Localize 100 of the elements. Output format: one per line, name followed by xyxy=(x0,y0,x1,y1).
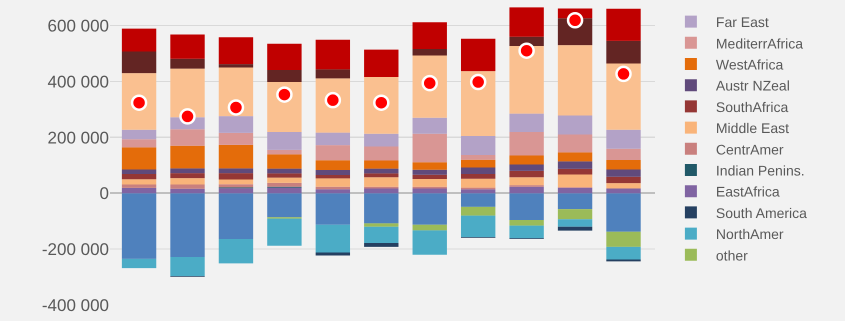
bar xyxy=(122,28,156,52)
bar xyxy=(364,173,398,178)
bar xyxy=(412,174,447,179)
bar xyxy=(412,224,447,230)
y-tick-label: 200 000 xyxy=(48,128,109,148)
bar xyxy=(170,184,205,189)
bar xyxy=(316,132,350,146)
bar xyxy=(218,173,254,180)
bar xyxy=(606,232,641,247)
bar xyxy=(218,239,254,264)
legend-label: EastAfrica xyxy=(716,184,780,200)
legend-label: other xyxy=(716,247,748,264)
bar xyxy=(509,114,544,132)
legend-label: NorthAmer xyxy=(716,226,784,242)
bar xyxy=(509,46,544,114)
bar xyxy=(558,161,592,169)
bar xyxy=(122,258,156,268)
bar xyxy=(558,226,592,231)
bar xyxy=(364,50,398,77)
bar xyxy=(558,168,592,174)
bar xyxy=(509,186,544,194)
bar xyxy=(218,132,254,145)
bar xyxy=(316,224,350,252)
bar xyxy=(122,184,156,188)
y-tick-label: 600 000 xyxy=(48,16,109,36)
bar xyxy=(412,230,447,255)
bar xyxy=(509,7,544,37)
bar xyxy=(267,188,302,194)
bar xyxy=(364,134,398,147)
bar xyxy=(460,71,496,136)
bar xyxy=(460,189,496,194)
bar xyxy=(267,70,302,82)
bar xyxy=(412,170,447,175)
bar xyxy=(267,44,302,70)
bar xyxy=(316,145,350,160)
bar xyxy=(412,49,447,56)
bar xyxy=(558,152,592,162)
bar xyxy=(316,160,350,170)
bar xyxy=(122,193,156,259)
legend-label: WestAfrica xyxy=(716,56,784,72)
bar xyxy=(122,147,156,170)
bar xyxy=(122,169,156,174)
bar xyxy=(509,132,544,156)
legend-label: Middle East xyxy=(716,120,790,136)
bar xyxy=(364,223,398,227)
bar xyxy=(218,64,254,68)
bar xyxy=(606,176,641,184)
legend-label: SouthAfrica xyxy=(716,98,788,115)
bar xyxy=(316,189,350,194)
bar xyxy=(316,170,350,176)
bar xyxy=(509,226,544,238)
bar xyxy=(460,154,496,160)
bar xyxy=(558,134,592,152)
bar xyxy=(606,246,641,260)
bar xyxy=(412,188,447,194)
bar xyxy=(509,220,544,226)
bar xyxy=(267,154,302,169)
bar xyxy=(364,160,398,169)
bar xyxy=(170,58,205,69)
bar xyxy=(558,188,592,194)
bar xyxy=(122,174,156,180)
bar xyxy=(460,136,496,155)
bar xyxy=(460,160,496,168)
bar xyxy=(316,193,350,225)
bar xyxy=(606,183,641,188)
bar xyxy=(364,146,398,161)
bar xyxy=(558,174,592,188)
point xyxy=(518,42,535,59)
bar xyxy=(364,188,398,194)
bar xyxy=(606,64,641,130)
bar xyxy=(606,193,641,232)
bar xyxy=(218,168,254,174)
bar xyxy=(558,219,592,227)
bar xyxy=(364,168,398,174)
bar xyxy=(558,116,592,135)
legend-label: MediterrAfrica xyxy=(716,35,804,52)
bar xyxy=(267,178,302,183)
bar xyxy=(412,162,447,170)
bar xyxy=(412,178,447,187)
bar xyxy=(460,178,496,188)
bar xyxy=(267,132,302,150)
y-tick-label: 400 000 xyxy=(48,72,109,92)
bar xyxy=(316,186,350,190)
bar xyxy=(460,174,496,179)
bar xyxy=(218,188,254,194)
bar xyxy=(364,177,398,187)
bar xyxy=(170,68,205,118)
bar xyxy=(460,168,496,174)
bar xyxy=(267,150,302,154)
bar xyxy=(122,139,156,148)
bar xyxy=(460,216,496,238)
y-tick-label: -400 000 xyxy=(42,296,109,315)
bar xyxy=(460,193,496,207)
bar xyxy=(412,118,447,134)
bar xyxy=(122,179,156,185)
bar xyxy=(412,22,447,50)
bar xyxy=(558,193,592,210)
bar xyxy=(267,168,302,174)
bar xyxy=(558,209,592,220)
bar xyxy=(170,168,205,174)
